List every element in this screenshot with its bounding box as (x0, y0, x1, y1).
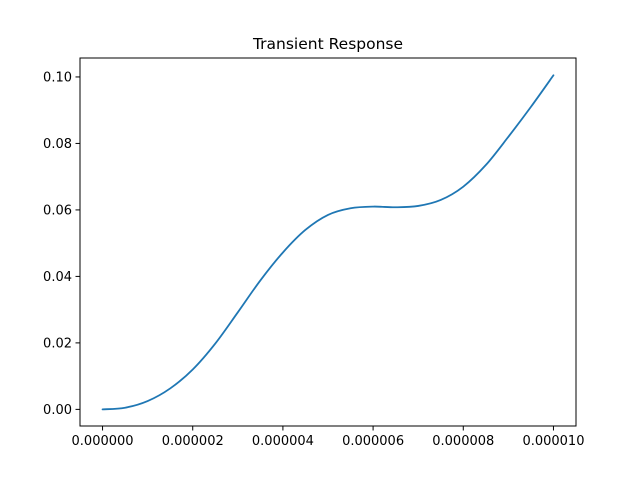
x-tick-label: 0.000004 (252, 434, 314, 449)
y-tick-label: 0.00 (43, 403, 72, 418)
series-line (101, 74, 555, 411)
y-tick-label: 0.08 (43, 137, 72, 152)
x-tick-label: 0.000010 (522, 434, 584, 449)
series-layer (101, 74, 555, 411)
y-tick-label: 0.10 (43, 70, 72, 85)
y-tick-label: 0.06 (43, 203, 72, 218)
x-tick-label: 0.000000 (72, 434, 134, 449)
x-tick-label: 0.000006 (342, 434, 404, 449)
plot-area-frame (79, 57, 577, 427)
y-axis: 0.00 0.02 0.04 0.06 0.08 0.10 (43, 70, 80, 418)
chart-title: Transient Response (252, 35, 403, 53)
x-axis: 0.000000 0.000002 0.000004 0.000006 0.000008… (72, 426, 584, 449)
y-tick-label: 0.02 (43, 336, 72, 351)
y-tick-label: 0.04 (43, 270, 72, 285)
x-tick-label: 0.000002 (162, 434, 224, 449)
x-tick-label: 0.000008 (432, 434, 494, 449)
